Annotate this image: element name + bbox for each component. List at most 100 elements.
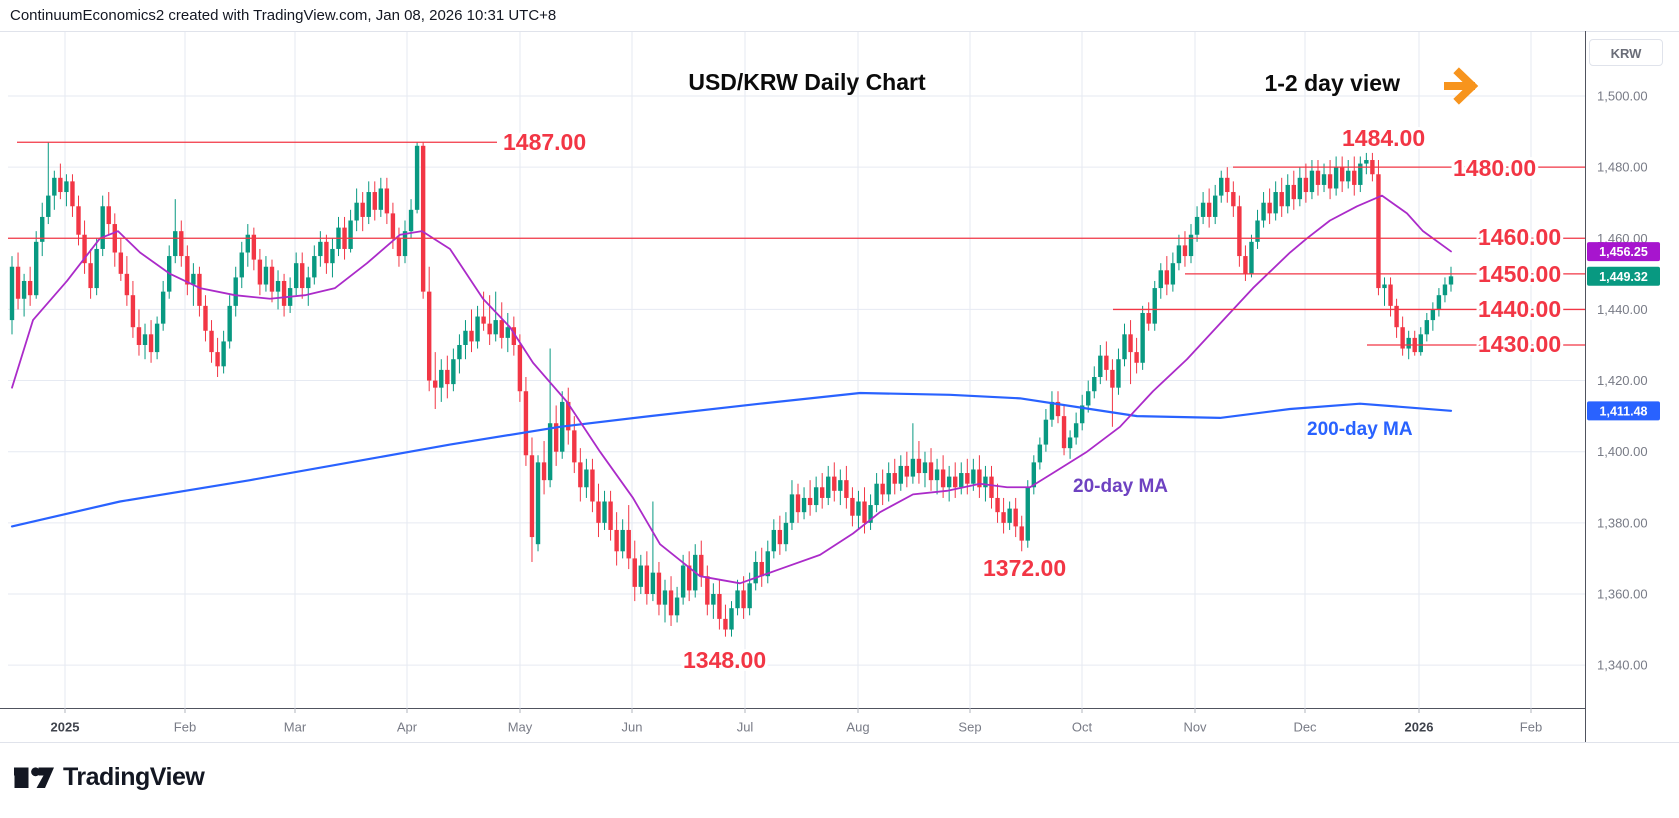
candle-body: [572, 430, 577, 463]
candle-body: [203, 305, 208, 331]
candle-body: [1194, 216, 1200, 235]
candle-body: [360, 202, 365, 217]
candle-body: [469, 330, 474, 342]
candle-body: [819, 487, 825, 498]
candle-body: [1321, 174, 1327, 185]
attribution-text: ContinuumEconomics2 created with Trading…: [10, 7, 557, 24]
candle-body: [608, 501, 613, 530]
candle-body: [1291, 184, 1296, 200]
y-tick-label: 1,420.00: [1597, 373, 1648, 388]
price-badge: [1587, 266, 1660, 286]
y-tick-label: 1,460.00: [1597, 231, 1648, 246]
candle-body: [934, 469, 940, 481]
candle-body: [862, 501, 867, 523]
candle-body: [771, 529, 777, 552]
candle-body: [1364, 160, 1369, 164]
candle-body: [1170, 263, 1176, 285]
candle-body: [179, 231, 184, 257]
candle-body: [753, 561, 758, 584]
candle-body: [1339, 167, 1345, 182]
candle-body: [306, 277, 311, 289]
candle-body: [408, 209, 414, 232]
candle-body: [1049, 401, 1055, 420]
candle-body: [602, 501, 607, 523]
candle-body: [1007, 508, 1012, 523]
candle-body: [1273, 192, 1278, 214]
candle-body: [420, 145, 426, 292]
candle-body: [426, 291, 432, 381]
candle-body: [1200, 202, 1206, 217]
x-tick-label: Jun: [622, 720, 643, 735]
candle-body: [21, 280, 27, 299]
candle-body: [1448, 276, 1454, 285]
candle-body: [1261, 202, 1266, 221]
candle-body: [868, 505, 873, 523]
candle-body: [499, 320, 504, 338]
candle-body: [414, 145, 420, 210]
candle-body: [1231, 192, 1236, 207]
candle-body: [1382, 284, 1387, 289]
candle-body: [596, 501, 601, 523]
candle-body: [1406, 337, 1411, 349]
candle-body: [747, 583, 752, 609]
candle-body: [1436, 295, 1442, 310]
candle-body: [680, 565, 686, 598]
candle-body: [910, 458, 916, 477]
tradingview-logo[interactable]: TradingView: [14, 763, 205, 792]
candle-body: [1110, 369, 1115, 388]
candle-body: [1267, 202, 1272, 214]
candle-body: [384, 188, 390, 214]
candle-body: [1225, 177, 1230, 193]
candle-body: [977, 469, 982, 488]
candle-body: [1188, 234, 1194, 257]
y-tick-label: 1,440.00: [1597, 302, 1648, 317]
candle-body: [1219, 177, 1224, 196]
candle-body: [765, 551, 770, 577]
x-tick-label: Feb: [1520, 720, 1542, 735]
level-label: 1487.00: [503, 129, 586, 155]
candle-body: [553, 423, 559, 452]
tradingview-brand-text: TradingView: [63, 763, 205, 791]
tradingview-logo-icon: [14, 766, 54, 788]
axis-symbol-box[interactable]: KRW: [1589, 39, 1663, 66]
candle-body: [965, 473, 970, 484]
candle-body: [1031, 462, 1037, 488]
x-tick-label: Jul: [737, 720, 754, 735]
x-tick-label: Apr: [397, 720, 418, 735]
candle-body: [1327, 174, 1333, 189]
candle-body: [529, 455, 535, 538]
candle-body: [15, 266, 21, 299]
candle-body: [1176, 245, 1182, 264]
candle-body: [638, 565, 644, 587]
level-label: 1480.00: [1453, 155, 1536, 181]
candle-body: [1001, 512, 1006, 523]
candle-body: [318, 241, 323, 257]
candle-body: [1255, 220, 1260, 242]
candle-body: [1073, 423, 1079, 438]
level-label: 1348.00: [683, 647, 766, 673]
price-badge-label: 1,449.32: [1599, 270, 1648, 284]
candle-body: [191, 273, 196, 285]
candle-body: [898, 465, 903, 484]
candle-body: [70, 181, 75, 207]
candle-body: [330, 248, 335, 264]
candle-body: [354, 202, 359, 221]
candle-body: [517, 344, 523, 392]
candle-body: [445, 369, 450, 385]
candle-body: [185, 256, 190, 285]
candle-body: [1122, 334, 1127, 360]
candle-body: [372, 192, 377, 210]
level-label: 1440.00: [1478, 296, 1561, 322]
candle-body: [348, 220, 353, 249]
candle-body: [1104, 355, 1109, 370]
candle-body: [1243, 256, 1248, 274]
candle-body: [626, 529, 631, 559]
y-tick-label: 1,480.00: [1597, 160, 1648, 175]
candle-body: [1400, 327, 1405, 349]
candle-body: [197, 273, 202, 306]
y-tick-label: 1,340.00: [1597, 658, 1648, 673]
candle-body: [1358, 163, 1363, 185]
candle-body: [1285, 184, 1290, 207]
